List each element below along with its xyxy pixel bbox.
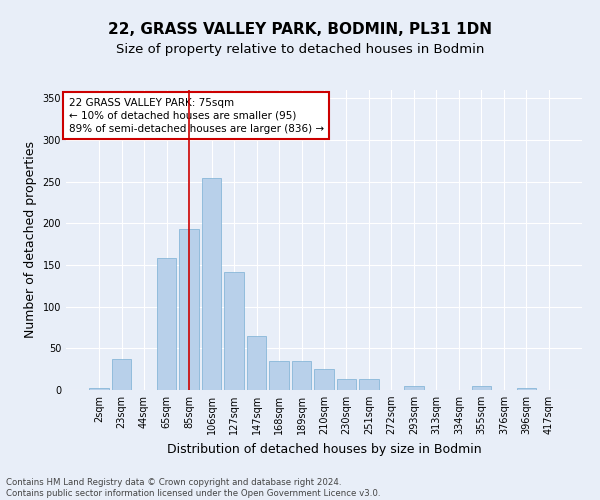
Text: 22 GRASS VALLEY PARK: 75sqm
← 10% of detached houses are smaller (95)
89% of sem: 22 GRASS VALLEY PARK: 75sqm ← 10% of det…: [68, 98, 324, 134]
Bar: [404, 386, 424, 390]
X-axis label: Distribution of detached houses by size in Bodmin: Distribution of detached houses by size …: [167, 442, 481, 456]
Bar: [179, 229, 199, 390]
Bar: [517, 388, 536, 390]
Text: Size of property relative to detached houses in Bodmin: Size of property relative to detached ho…: [116, 42, 484, 56]
Bar: [472, 386, 491, 390]
Bar: [202, 178, 221, 390]
Bar: [269, 361, 289, 390]
Bar: [314, 369, 334, 390]
Bar: [247, 336, 266, 390]
Bar: [89, 388, 109, 390]
Text: Contains HM Land Registry data © Crown copyright and database right 2024.
Contai: Contains HM Land Registry data © Crown c…: [6, 478, 380, 498]
Bar: [359, 379, 379, 390]
Bar: [224, 272, 244, 390]
Y-axis label: Number of detached properties: Number of detached properties: [24, 142, 37, 338]
Text: 22, GRASS VALLEY PARK, BODMIN, PL31 1DN: 22, GRASS VALLEY PARK, BODMIN, PL31 1DN: [108, 22, 492, 38]
Bar: [157, 258, 176, 390]
Bar: [292, 361, 311, 390]
Bar: [112, 359, 131, 390]
Bar: [337, 379, 356, 390]
